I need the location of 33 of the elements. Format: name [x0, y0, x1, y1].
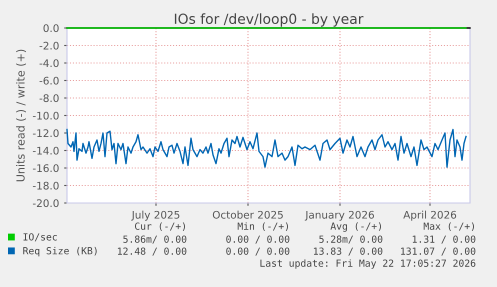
- y-tick-label: -10.0: [32, 112, 59, 120]
- y-tick-label: -18.0: [32, 182, 59, 190]
- y-tick-label: 0.0: [43, 24, 59, 32]
- text: Avg (-/+): [330, 222, 381, 232]
- x-tick-label: January 2026: [304, 210, 374, 221]
- text: 131.07 / 0.00: [401, 247, 476, 256]
- y-tick-label: -20.0: [32, 199, 59, 208]
- y-tick-label: -4.0: [40, 59, 59, 68]
- text: Last update: Fri May 22 17:05:27 2026: [260, 259, 476, 269]
- y-axis-title: Units read (-) / write (+): [16, 50, 26, 182]
- text: 0.00 / 0.00: [226, 247, 290, 256]
- y-tick-label: -2.0: [40, 42, 59, 50]
- text: Max (-/+): [424, 222, 474, 231]
- text: 13.83 / 0.00: [314, 247, 382, 256]
- y-tick-label: -8.0: [40, 94, 59, 102]
- y-tick-label: -12.0: [32, 129, 59, 138]
- line-series: [66, 128, 467, 168]
- text: 5.86m/ 0.00: [123, 235, 186, 244]
- text: 5.28m/ 0.00: [319, 235, 382, 244]
- legend-label: IO/sec: [24, 233, 57, 242]
- text: 12.48 / 0.00: [118, 247, 186, 256]
- y-tick-label: -6.0: [40, 76, 59, 85]
- legend-label: Req Size (KB): [23, 246, 97, 256]
- text: Cur (-/+): [134, 222, 185, 231]
- text: 0.00 / 0.00: [226, 235, 290, 244]
- text: 1.31 / 0.00: [412, 235, 476, 244]
- y-tick-label: -14.0: [32, 146, 59, 155]
- x-tick-label: July 2025: [131, 210, 180, 221]
- x-tick-label: April 2026: [403, 210, 456, 221]
- x-tick-label: October 2025: [212, 210, 283, 219]
- text: Min (-/+): [238, 222, 288, 231]
- y-tick-label: -16.0: [32, 164, 59, 172]
- chart-title: IOs for /dev/loop0 - by year: [174, 13, 364, 27]
